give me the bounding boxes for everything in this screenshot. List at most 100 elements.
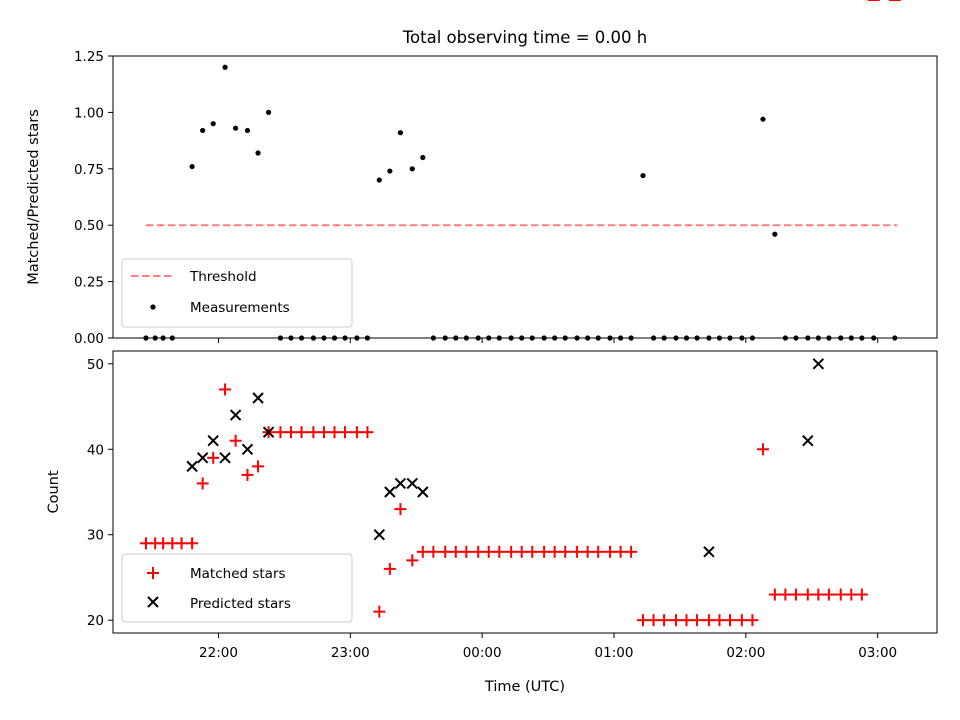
matched-star-point: [855, 588, 868, 601]
matched-star-point: [406, 554, 419, 567]
measurement-point: [222, 64, 228, 70]
measurement-point: [244, 127, 251, 134]
measurement-point: [397, 130, 404, 136]
predicted-star-point: [406, 477, 418, 490]
matched-star-point: [713, 614, 726, 627]
ratio-legend-box: [121, 258, 353, 328]
measurement-point: [409, 166, 415, 172]
threshold-legend-label: Threshold: [189, 269, 257, 285]
measurement-point: [420, 154, 426, 161]
ratio-ytick-label: 0.00: [74, 331, 104, 347]
figure-title: Total observing time = 0.00 h: [402, 28, 647, 47]
matched-star-point: [845, 588, 858, 601]
matched-star-point: [196, 477, 209, 490]
predicted-star-point: [229, 409, 242, 421]
count-xtick-label: 01:00: [595, 645, 634, 661]
matched-star-point: [241, 468, 254, 481]
measurement-point: [772, 231, 778, 237]
matched-star-point: [493, 545, 506, 558]
measurement-point: [210, 121, 216, 127]
matched-star-point: [373, 605, 386, 618]
matched-star-point: [394, 503, 407, 516]
matched-star-point: [515, 545, 528, 558]
predicted-legend-swatch: [147, 596, 159, 608]
matched-star-point: [252, 460, 265, 473]
matched-star-point: [339, 426, 352, 439]
matched-stars-points: [139, 0, 901, 627]
matched-star-point: [505, 545, 518, 558]
measurements-legend-swatch: [150, 304, 156, 310]
matched-star-point: [647, 614, 660, 627]
measurement-point: [387, 168, 393, 174]
ratio-ytick-label: 1.00: [74, 105, 104, 121]
matched-star-point: [317, 426, 330, 439]
ratio-panel-ylabel: Matched/Predicted stars: [26, 109, 42, 285]
matched-star-point: [756, 443, 769, 456]
matched-star-point: [735, 614, 748, 627]
matched-star-point: [460, 545, 473, 558]
measurement-point: [640, 172, 646, 179]
matched-star-point: [604, 545, 617, 558]
matched-star-point: [779, 588, 792, 601]
matched-star-point: [439, 545, 452, 558]
count-ytick-label: 50: [87, 357, 104, 373]
count-xtick-label: 00:00: [463, 645, 502, 661]
matched-star-point: [449, 545, 462, 558]
predicted-stars-points: [186, 358, 825, 558]
measurement-point: [233, 125, 239, 131]
matched-star-point: [768, 588, 781, 601]
matched-star-point: [416, 545, 429, 558]
matched-star-point: [383, 562, 396, 575]
count-panel-xlabel: Time (UTC): [484, 679, 565, 695]
matched-star-point: [482, 545, 495, 558]
matched-star-point: [724, 614, 737, 627]
predicted-star-point: [417, 486, 429, 498]
count-ytick-label: 30: [87, 528, 104, 544]
matched-star-point: [691, 614, 704, 627]
matched-star-point: [614, 545, 627, 558]
matched-star-point: [175, 537, 188, 550]
count-xtick-label: 22:00: [199, 645, 238, 661]
matched-star-point: [559, 545, 572, 558]
matched-star-point: [548, 545, 561, 558]
matched-star-point: [207, 451, 220, 464]
ratio-ytick-label: 0.50: [74, 218, 104, 234]
matched-legend-swatch: [147, 567, 159, 579]
ratio-ytick-label: 0.75: [74, 162, 104, 178]
predicted-star-point: [207, 435, 219, 447]
measurement-point: [376, 177, 382, 183]
matched-star-point: [571, 545, 584, 558]
count-panel-ylabel: Count: [46, 470, 62, 513]
predicted-star-point: [241, 443, 254, 455]
matched-star-point: [361, 426, 374, 439]
predicted-star-point: [262, 426, 275, 438]
matched-star-point: [350, 426, 363, 439]
predicted-star-point: [186, 460, 198, 473]
matched-star-point: [702, 614, 715, 627]
measurements-legend-label: Measurements: [190, 300, 290, 316]
ratio-ytick-label: 0.25: [74, 275, 104, 291]
matched-star-point: [822, 588, 835, 601]
matched-star-point: [295, 426, 308, 439]
matched-star-point: [328, 426, 341, 439]
predicted-star-point: [802, 435, 814, 447]
ratio-panel-ticks: 0.00 0.25 0.50 0.75 1.00 1.25: [74, 49, 879, 347]
ratio-panel-frame: [112, 55, 938, 339]
matched-star-point: [274, 426, 287, 439]
matched-star-point: [812, 588, 825, 601]
matched-star-point: [219, 383, 232, 396]
predicted-legend-label: Predicted stars: [190, 596, 291, 612]
predicted-star-point: [196, 452, 209, 464]
predicted-star-point: [384, 486, 396, 498]
matched-star-point: [636, 614, 649, 627]
matched-star-point: [427, 545, 440, 558]
matched-star-point: [592, 545, 605, 558]
measurement-point: [255, 150, 261, 156]
predicted-star-point: [252, 392, 264, 404]
count-panel: 20 30 40 50 22:00 23:00 00:00 01:00 02:00 03:00 C…: [46, 0, 938, 695]
measurement-points: [143, 64, 898, 341]
matched-star-point: [658, 614, 671, 627]
count-ytick-label: 20: [87, 613, 104, 629]
measurement-point: [200, 127, 206, 134]
